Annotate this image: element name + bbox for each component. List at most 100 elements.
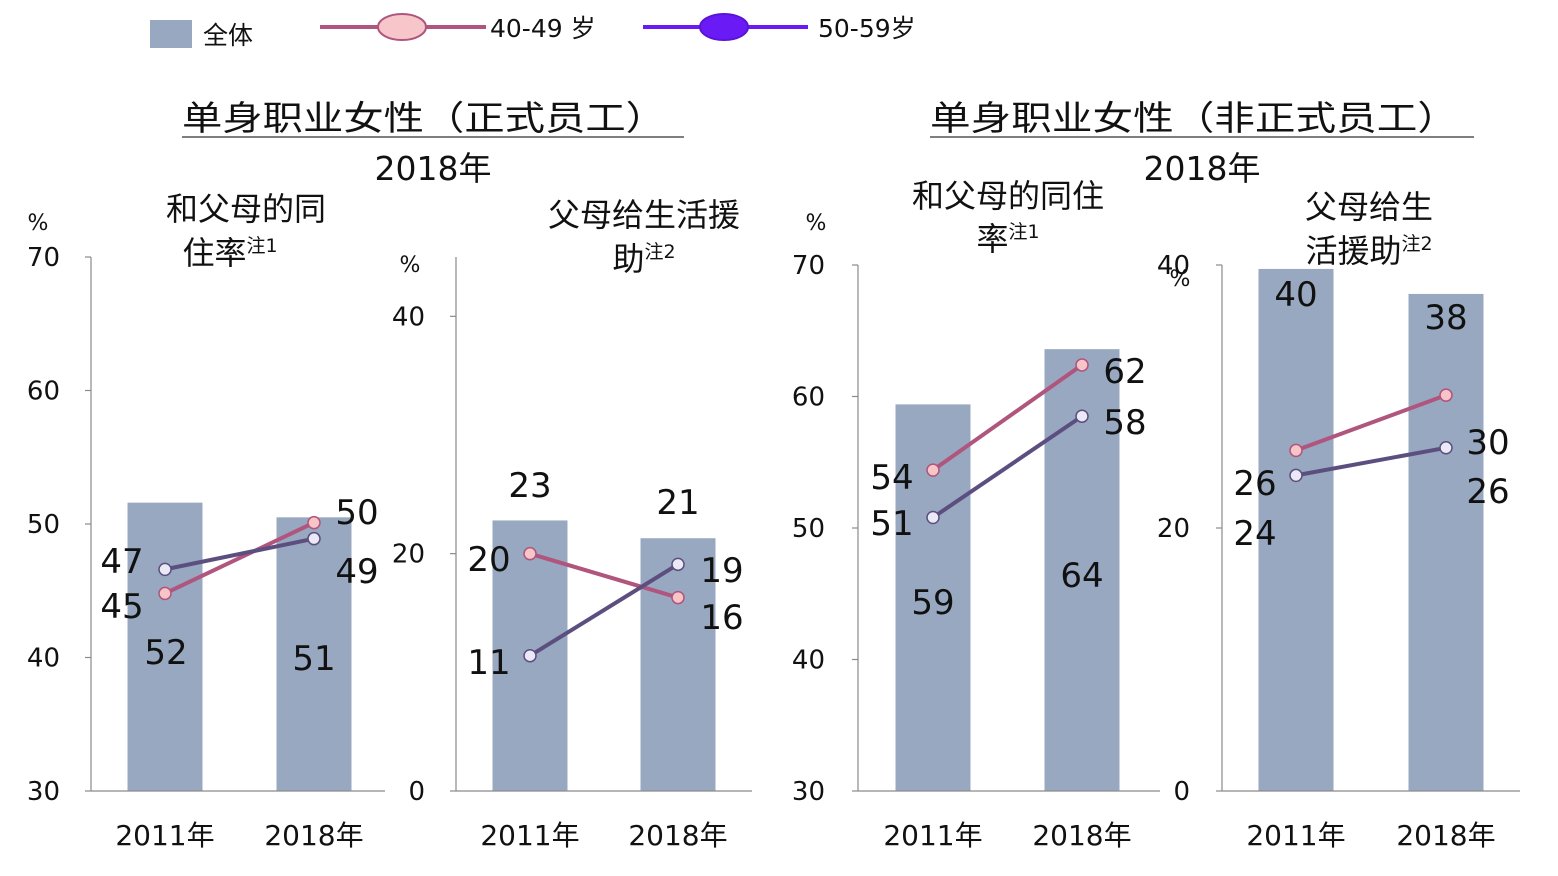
data-label-50-59: 19: [700, 551, 743, 591]
chart-title-line2: 住率注1: [182, 234, 277, 272]
x-tick-label: 2011年: [1246, 819, 1345, 852]
series-point-40-49: [523, 546, 537, 561]
y-axis-unit: %: [28, 211, 49, 236]
series-point-40-49: [307, 515, 321, 530]
chart-title-line2: 助注2: [612, 240, 675, 278]
data-label-overall: 52: [144, 633, 187, 673]
legend-label-40-49: 40-49 岁: [490, 14, 596, 43]
bar-overall: [1258, 268, 1334, 791]
legend-label-50-59: 50-59岁: [818, 14, 916, 43]
chart-title-line1: 父母给生活援: [548, 196, 740, 234]
series-point-50-59: [1289, 468, 1303, 483]
y-axis-unit: %: [806, 211, 827, 236]
chart-title-line2: 活援助注2: [1305, 232, 1432, 270]
series-point-40-49: [1439, 388, 1453, 402]
y-tick-label: 60: [792, 383, 825, 413]
data-label-50-59: 51: [870, 504, 913, 544]
data-label-40-49: 50: [335, 493, 378, 533]
data-label-50-59: 24: [1233, 514, 1276, 554]
y-tick-label: 30: [792, 777, 825, 807]
legend: 全体 40-49 岁 50-59岁: [150, 13, 916, 50]
section-year-regular: 2018年: [375, 149, 492, 188]
series-line-40-49: [164, 520, 315, 596]
chart-title-line1: 父母给生: [1305, 188, 1433, 226]
series-point-50-59: [1439, 441, 1453, 455]
series-point-50-59: [307, 531, 321, 546]
y-axis-unit: %: [1170, 267, 1191, 292]
bar-overall: [1408, 293, 1484, 791]
y-tick-label: 40: [27, 644, 60, 674]
data-label-40-49: 30: [1466, 423, 1509, 463]
series-line-50-59: [931, 414, 1084, 520]
x-tick-label: 2011年: [480, 819, 579, 852]
y-tick-label: 40: [1157, 251, 1190, 281]
data-label-overall: 59: [911, 583, 954, 623]
section-header-nonregular: 单身职业女性（非正式员工） 2018年: [930, 99, 1474, 188]
series-point-50-59: [523, 648, 537, 663]
legend-label-overall: 全体: [203, 21, 253, 50]
series-point-50-59: [1075, 409, 1089, 423]
chart-title-note: 注1: [246, 235, 277, 257]
data-label-overall: 23: [508, 466, 551, 506]
y-tick-label: 30: [27, 777, 60, 807]
data-label-40-49: 26: [1233, 464, 1276, 504]
y-tick-label: 50: [27, 510, 60, 540]
chart-title-line1: 和父母的同住: [912, 177, 1104, 215]
series-point-50-59: [158, 562, 172, 577]
data-label-50-59: 47: [100, 542, 143, 582]
series-point-40-49: [671, 590, 685, 605]
series-line-50-59: [1295, 445, 1447, 478]
chart-title-note: 注1: [1008, 221, 1039, 243]
chart-title-note: 注2: [644, 241, 675, 263]
chart-title-line1: 和父母的同: [166, 190, 326, 228]
x-tick-label: 2018年: [264, 819, 363, 852]
data-label-overall: 21: [656, 483, 699, 523]
y-tick-label: 20: [1157, 514, 1190, 544]
series-point-50-59: [926, 510, 940, 525]
data-label-40-49: 20: [467, 540, 510, 580]
data-label-50-59: 58: [1103, 403, 1146, 443]
series-point-50-59: [671, 557, 685, 572]
y-tick-label: 70: [27, 243, 60, 273]
chart-title-text: 活援助: [1305, 232, 1401, 270]
x-tick-label: 2018年: [1032, 819, 1131, 852]
y-tick-label: 40: [792, 646, 825, 676]
section-year-nonregular: 2018年: [1144, 149, 1261, 188]
y-tick-label: 20: [392, 540, 425, 570]
data-label-overall: 38: [1424, 298, 1467, 338]
section-header-regular: 单身职业女性（正式员工） 2018年: [182, 99, 684, 188]
legend-marker-50-59: [699, 13, 749, 41]
x-tick-label: 2011年: [883, 819, 982, 852]
data-label-overall: 64: [1060, 556, 1103, 596]
series-point-40-49: [926, 463, 940, 477]
data-label-overall: 51: [292, 639, 335, 679]
chart-title-note: 注2: [1401, 233, 1432, 255]
bar-overall: [127, 502, 203, 791]
data-label-40-49: 54: [870, 458, 913, 498]
section-title-nonregular: 单身职业女性（非正式员工）: [930, 99, 1458, 139]
series-line-40-49: [1295, 393, 1447, 453]
legend-marker-40-49: [377, 13, 427, 41]
data-label-40-49: 62: [1103, 352, 1146, 392]
bar-overall: [276, 517, 352, 791]
series-point-40-49: [158, 586, 172, 601]
data-label-50-59: 11: [467, 643, 510, 683]
series-line-40-49: [931, 363, 1084, 472]
data-label-overall: 40: [1274, 275, 1317, 315]
series-line-50-59: [164, 536, 315, 572]
x-tick-label: 2011年: [115, 819, 214, 852]
chart-title-text: 助: [612, 240, 644, 278]
series-point-40-49: [1075, 358, 1089, 372]
series-line-50-59: [528, 562, 680, 658]
data-label-50-59: 26: [1466, 472, 1509, 512]
y-tick-label: 0: [408, 777, 425, 807]
chart-title-text: 住率: [182, 234, 246, 272]
y-axis-unit: %: [400, 253, 421, 278]
y-tick-label: 0: [1173, 777, 1190, 807]
legend-swatch-overall: [150, 20, 192, 48]
